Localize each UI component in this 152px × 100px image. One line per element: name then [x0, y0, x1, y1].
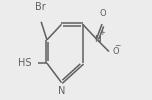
- Text: O: O: [113, 47, 119, 56]
- Text: Br: Br: [35, 2, 45, 12]
- Text: N: N: [94, 35, 101, 44]
- Text: −: −: [114, 41, 121, 50]
- Text: O: O: [100, 9, 106, 18]
- Text: +: +: [99, 30, 105, 36]
- Text: HS: HS: [18, 58, 31, 68]
- Text: N: N: [58, 86, 65, 96]
